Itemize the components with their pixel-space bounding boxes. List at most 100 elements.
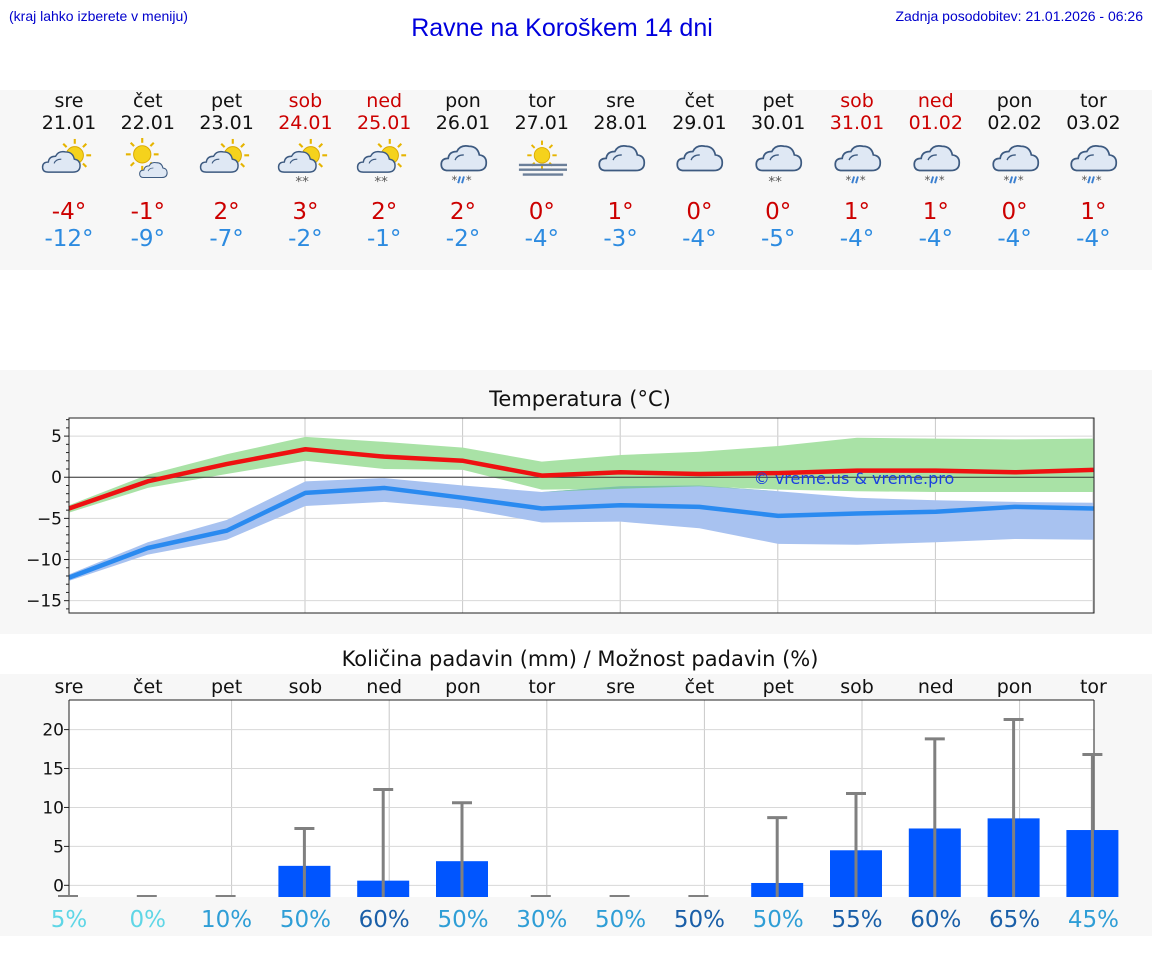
cloud-snow-icon: ** <box>755 145 803 188</box>
temperature-chart-title: Temperatura (°C) <box>489 387 671 411</box>
day-column: ned 01.02 * * 1° -4° <box>886 0 986 260</box>
day-date: 28.01 <box>593 112 648 134</box>
temp-min: -4° <box>682 226 717 252</box>
day-name: sre <box>54 90 84 112</box>
temp-min: -9° <box>130 226 166 252</box>
temp-max: 0° <box>686 199 713 225</box>
sun-cloud-icon <box>41 138 92 173</box>
day-date: 31.01 <box>829 112 885 134</box>
temp-max: 1° <box>1080 199 1107 225</box>
day-date: 23.01 <box>199 112 254 134</box>
day-date: 26.01 <box>435 112 491 134</box>
day-date: 01.02 <box>908 112 963 134</box>
day-date: 03.02 <box>1066 112 1121 134</box>
temp-max: 1° <box>922 199 949 225</box>
location-hint: (kraj lahko izberete v meniju) <box>9 8 188 24</box>
temp-min: -2° <box>288 226 323 252</box>
day-name: tor <box>1079 90 1107 112</box>
day-column: tor 27.01 0° -4° <box>492 0 592 260</box>
temp-max: 3° <box>292 199 319 225</box>
day-name: pet <box>210 90 243 112</box>
sun-cloud-icon <box>199 138 249 173</box>
temp-max: 0° <box>765 199 792 225</box>
day-column: pon 26.01 * * 2° -2° <box>413 0 513 260</box>
day-name: pon <box>445 90 481 112</box>
day-column: čet 29.01 0° -4° <box>649 0 749 260</box>
temp-min: -4° <box>1076 226 1111 252</box>
day-name: sob <box>288 90 323 112</box>
temp-min: -3° <box>603 226 638 252</box>
day-column: pon 02.02 * * 0° -4° <box>965 0 1065 260</box>
sun-cloud-snow-icon: ** <box>278 138 328 188</box>
temp-max: 2° <box>213 199 240 225</box>
svg-text:*: * <box>1096 173 1102 187</box>
cloud-sleet-icon: * * <box>991 145 1039 187</box>
day-date: 27.01 <box>514 112 569 134</box>
day-column: sob 31.01 * * 1° -4° <box>807 0 907 260</box>
temp-max: 0° <box>528 199 555 225</box>
svg-text:**: ** <box>375 175 389 188</box>
temp-max: 1° <box>607 199 634 225</box>
cloud-sleet-icon: * * <box>913 145 960 187</box>
day-column: sre 21.01 -4° -12° <box>19 0 119 260</box>
page-title: Ravne na Koroškem 14 dni <box>411 14 713 42</box>
sun-cloud-snow-icon: ** <box>357 138 407 188</box>
forecast-band <box>0 90 1152 270</box>
day-name: čet <box>133 90 163 112</box>
day-name: sob <box>840 90 874 112</box>
temp-min: -4° <box>997 226 1032 252</box>
temp-min: -12° <box>44 226 94 252</box>
cloud-icon <box>597 145 645 172</box>
svg-text:*: * <box>860 173 866 187</box>
day-date: 30.01 <box>750 112 806 134</box>
svg-text:*: * <box>939 173 945 187</box>
day-column: sob 24.01 ** 3° -2° <box>255 0 355 260</box>
temp-min: -2° <box>445 226 481 252</box>
cloud-sleet-icon: * * <box>440 145 488 187</box>
day-name: čet <box>684 90 715 112</box>
day-name: ned <box>917 90 954 112</box>
day-name: tor <box>528 90 556 112</box>
temp-max: 2° <box>371 199 398 225</box>
svg-text:*: * <box>1017 173 1023 187</box>
day-column: tor 03.02 * * 1° -4° <box>1043 0 1143 260</box>
temp-min: -5° <box>760 226 796 252</box>
temp-min: -4° <box>918 226 954 252</box>
temp-min: -4° <box>524 226 560 252</box>
day-column: pet 23.01 2° -7° <box>177 0 277 260</box>
day-date: 21.01 <box>41 112 97 134</box>
svg-text:*: * <box>1003 173 1009 187</box>
svg-text:*: * <box>1082 173 1088 187</box>
cloud-sleet-icon: * * <box>834 145 882 187</box>
day-date: 02.02 <box>987 112 1042 134</box>
temp-max: 1° <box>843 199 871 225</box>
day-date: 22.01 <box>120 112 175 134</box>
temp-min: -7° <box>209 226 244 252</box>
day-date: 29.01 <box>672 112 727 134</box>
day-column: sre 28.01 1° -3° <box>571 0 671 260</box>
cloud-icon <box>676 145 724 172</box>
cloud-sleet-icon: * * <box>1070 145 1118 187</box>
day-name: pon <box>996 90 1033 112</box>
svg-text:*: * <box>924 173 930 187</box>
sun-small-cloud-icon <box>125 138 168 179</box>
day-name: pet <box>762 90 794 112</box>
svg-text:**: ** <box>769 175 783 188</box>
day-column: ned 25.01 ** 2° -1° <box>334 0 434 260</box>
svg-text:*: * <box>845 173 851 187</box>
temp-max: -1° <box>130 199 166 225</box>
temp-max: 0° <box>1001 199 1028 225</box>
day-date: 25.01 <box>356 112 412 134</box>
day-column: čet 22.01 -1° -9° <box>98 0 198 260</box>
day-name: ned <box>366 90 403 112</box>
svg-text:*: * <box>466 173 472 187</box>
precipitation-chart-title: Količina padavin (mm) / Možnost padavin … <box>341 647 819 671</box>
precipitation-band <box>0 674 1152 936</box>
day-name: sre <box>606 90 636 112</box>
temp-min: -1° <box>366 226 402 252</box>
last-updated: Zadnja posodobitev: 21.01.2026 - 06:26 <box>895 8 1143 24</box>
sun-fog-icon <box>518 140 567 176</box>
temp-max: -4° <box>51 199 87 225</box>
day-date: 24.01 <box>278 112 333 134</box>
temp-min: -4° <box>839 226 875 252</box>
